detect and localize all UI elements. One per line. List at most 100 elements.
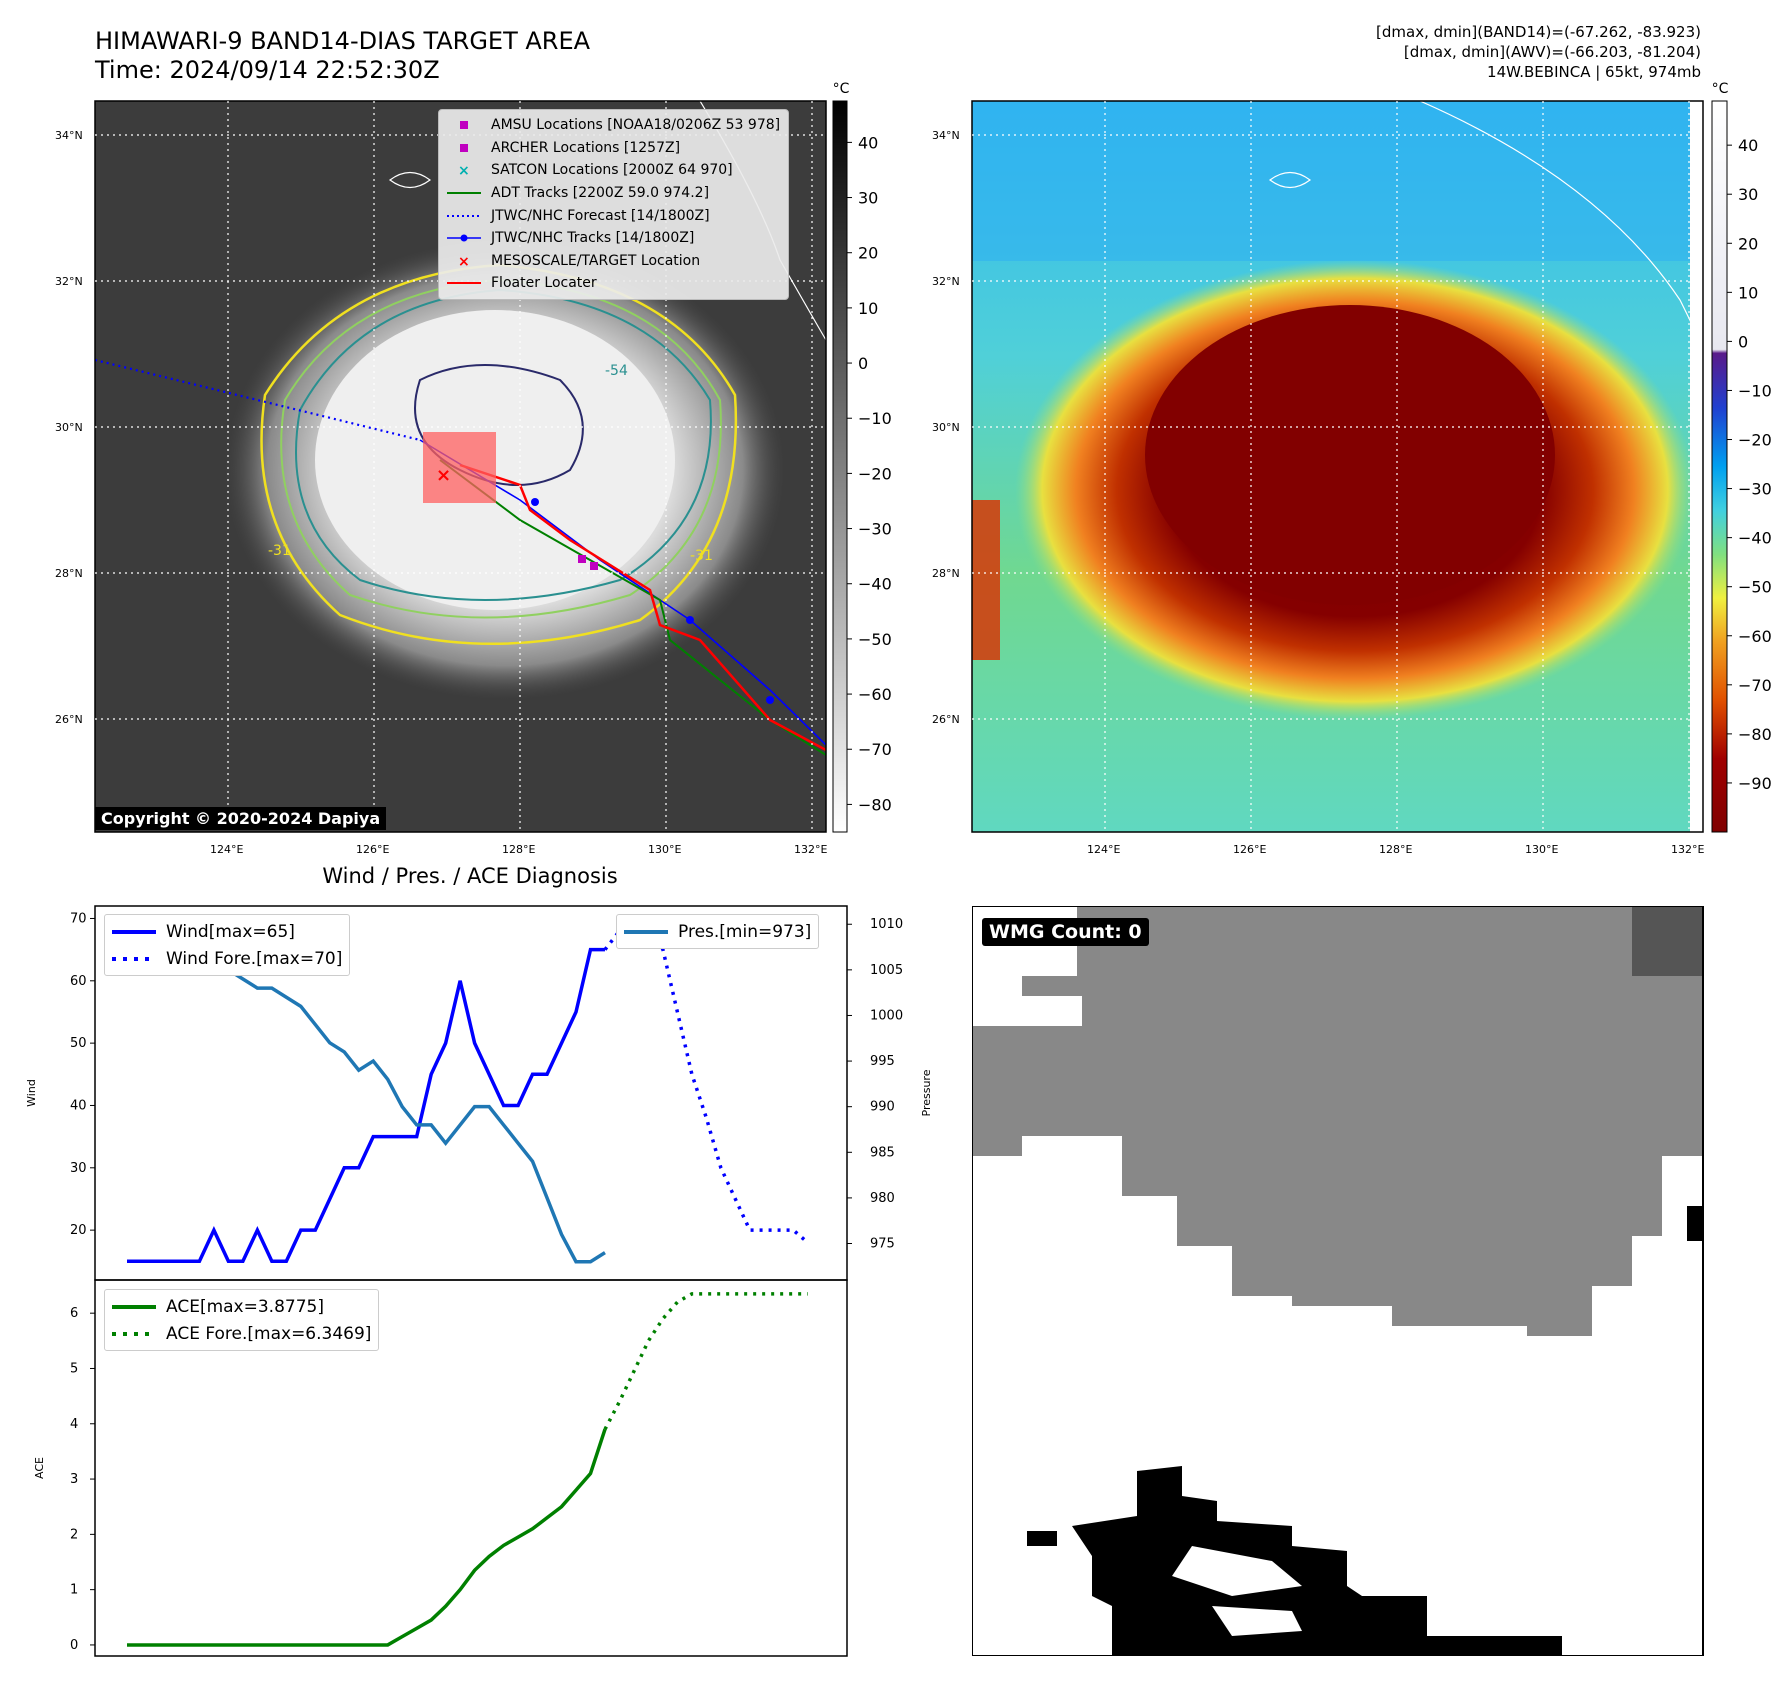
title-line-1: HIMAWARI-9 BAND14-DIAS TARGET AREA bbox=[95, 27, 591, 55]
r-lon-label-126: 126°E bbox=[1233, 843, 1266, 856]
color-tick-label: 40 bbox=[1738, 136, 1758, 155]
chart-title: Wind / Pres. / ACE Diagnosis bbox=[322, 864, 618, 888]
pres-tick-label: 980 bbox=[870, 1191, 895, 1206]
color-tick-label: 30 bbox=[1738, 185, 1758, 204]
ace-tick-label: 5 bbox=[70, 1361, 78, 1376]
map-legend-label: MESOSCALE/TARGET Location bbox=[491, 252, 701, 269]
gray-tick-label: 30 bbox=[858, 189, 878, 208]
contour-label-3: -31 bbox=[690, 548, 713, 564]
color-tick-label: −70 bbox=[1738, 676, 1772, 695]
gray-tick-label: −80 bbox=[858, 795, 892, 814]
map-legend-item: × SATCON Locations [2000Z 64 970] bbox=[447, 159, 780, 182]
gray-tick-label: −60 bbox=[858, 685, 892, 704]
legend-ace: ACE[max=3.8775] bbox=[166, 1296, 324, 1317]
ace-axes bbox=[94, 1279, 848, 1657]
ace-series-line-0 bbox=[127, 1428, 607, 1647]
legend-symbol-dotted bbox=[447, 214, 481, 217]
colorbar-gray-unit: °C bbox=[833, 81, 850, 97]
series-line-0 bbox=[127, 947, 605, 1264]
color-tick-label: −30 bbox=[1738, 480, 1772, 499]
gray-tick-label: −10 bbox=[858, 409, 892, 428]
map-legend-label: AMSU Locations [NOAA18/0206Z 53 978] bbox=[491, 117, 781, 134]
legend-ace-fore: ACE Fore.[max=6.3469] bbox=[166, 1323, 372, 1344]
ace-tick-label: 0 bbox=[70, 1638, 78, 1653]
wmg-count-label: WMG Count: 0 bbox=[982, 918, 1149, 946]
pres-tick-label: 995 bbox=[870, 1054, 895, 1069]
stats-line-2: [dmax, dmin](AWV)=(-66.203, -81.204) bbox=[1403, 43, 1701, 61]
gray-tick-label: 40 bbox=[858, 133, 878, 152]
svg-text:×: × bbox=[458, 163, 470, 177]
pres-tick-label: 985 bbox=[870, 1145, 895, 1160]
r-lat-label-26: 26°N bbox=[932, 713, 960, 726]
wind-legend: Wind[max=65] Wind Fore.[max=70] bbox=[104, 914, 351, 976]
map-legend-item: JTWC/NHC Tracks [14/1800Z] bbox=[447, 227, 780, 250]
contour-label-2: -31 bbox=[268, 543, 291, 559]
lat-label-32: 32°N bbox=[55, 275, 83, 288]
copyright-label: Copyright © 2020-2024 Dapiya bbox=[95, 807, 387, 830]
legend-symbol-square bbox=[460, 143, 468, 152]
r-lat-label-28: 28°N bbox=[932, 567, 960, 580]
satellite-panel-left: -54 -31 -31 × 34°N 32°N 30°N 28°N 26°N 1… bbox=[55, 81, 1772, 856]
ace-axis-label: ACE bbox=[33, 1457, 46, 1479]
map-legend-label: ARCHER Locations [1257Z] bbox=[491, 139, 681, 156]
r-lon-label-128: 128°E bbox=[1379, 843, 1412, 856]
r-lon-label-130: 130°E bbox=[1525, 843, 1558, 856]
ace-series-line-1 bbox=[603, 1292, 808, 1431]
pres-tick-label: 975 bbox=[870, 1237, 895, 1252]
wind-tick-label: 70 bbox=[70, 911, 87, 926]
gray-tick-label: 20 bbox=[858, 244, 878, 263]
title-line-2: Time: 2024/09/14 22:52:30Z bbox=[95, 56, 440, 84]
color-tick-label: −50 bbox=[1738, 578, 1772, 597]
color-tick-label: −10 bbox=[1738, 381, 1772, 400]
color-tick-label: −80 bbox=[1738, 725, 1772, 744]
color-tick-label: −90 bbox=[1738, 774, 1772, 793]
pres-tick-label: 1000 bbox=[870, 1008, 903, 1023]
pres-tick-label: 990 bbox=[870, 1100, 895, 1115]
legend-wind: Wind[max=65] bbox=[166, 921, 295, 942]
ace-tick-label: 3 bbox=[70, 1472, 78, 1487]
lon-label-124: 124°E bbox=[210, 843, 243, 856]
lat-label-30: 30°N bbox=[55, 421, 83, 434]
gray-tick-label: −70 bbox=[858, 740, 892, 759]
lon-label-128: 128°E bbox=[502, 843, 535, 856]
legend-symbol-line bbox=[447, 282, 481, 285]
ace-tick-label: 1 bbox=[70, 1583, 78, 1598]
map-legend-label: SATCON Locations [2000Z 64 970] bbox=[491, 162, 733, 179]
lon-label-130: 130°E bbox=[648, 843, 681, 856]
ace-legend: ACE[max=3.8775] ACE Fore.[max=6.3469] bbox=[104, 1289, 380, 1351]
pres-tick-label: 1005 bbox=[870, 963, 903, 978]
colorbar-color bbox=[1711, 100, 1728, 833]
map-legend-label: ADT Tracks [2200Z 59.0 974.2] bbox=[491, 185, 710, 202]
lon-label-126: 126°E bbox=[356, 843, 389, 856]
legend-pres: Pres.[min=973] bbox=[678, 921, 812, 942]
color-tick-label: −60 bbox=[1738, 627, 1772, 646]
diagnosis-charts: Wind Pressure ACE 2030405060709759809859… bbox=[25, 905, 933, 1657]
stats-line-1: [dmax, dmin](BAND14)=(-67.262, -83.923) bbox=[1376, 23, 1701, 41]
gray-tick-label: 0 bbox=[858, 354, 868, 373]
gray-tick-label: −20 bbox=[858, 464, 892, 483]
wind-tick-label: 30 bbox=[70, 1161, 87, 1176]
map-legend-item: ARCHER Locations [1257Z] bbox=[447, 137, 780, 160]
gray-tick-label: −30 bbox=[858, 520, 892, 539]
legend-symbol-square bbox=[460, 121, 468, 130]
map-legend-item: Floater Locater bbox=[447, 272, 780, 295]
map-legend-label: JTWC/NHC Forecast [14/1800Z] bbox=[491, 207, 710, 224]
color-tick-label: 10 bbox=[1738, 283, 1758, 302]
stats-line-3: 14W.BEBINCA | 65kt, 974mb bbox=[1487, 63, 1701, 81]
map-legend: AMSU Locations [NOAA18/0206Z 53 978] ARCH… bbox=[438, 109, 790, 300]
svg-text:×: × bbox=[458, 254, 470, 268]
legend-symbol-x: × bbox=[458, 163, 470, 177]
ace-tick-label: 2 bbox=[70, 1527, 78, 1542]
svg-text:×: × bbox=[436, 465, 451, 486]
wmg-panel bbox=[972, 906, 1704, 1656]
ace-tick-label: 6 bbox=[70, 1306, 78, 1321]
wind-tick-label: 40 bbox=[70, 1098, 87, 1113]
contour-label-1: -54 bbox=[605, 363, 628, 379]
lat-label-34: 34°N bbox=[55, 129, 83, 142]
pres-tick-label: 1010 bbox=[870, 917, 903, 932]
ace-tick-label: 4 bbox=[70, 1417, 78, 1432]
series-line-1 bbox=[603, 916, 809, 1244]
lon-label-132: 132°E bbox=[794, 843, 827, 856]
wind-axis-label: Wind bbox=[25, 1079, 38, 1107]
map-legend-label: JTWC/NHC Tracks [14/1800Z] bbox=[491, 230, 695, 247]
